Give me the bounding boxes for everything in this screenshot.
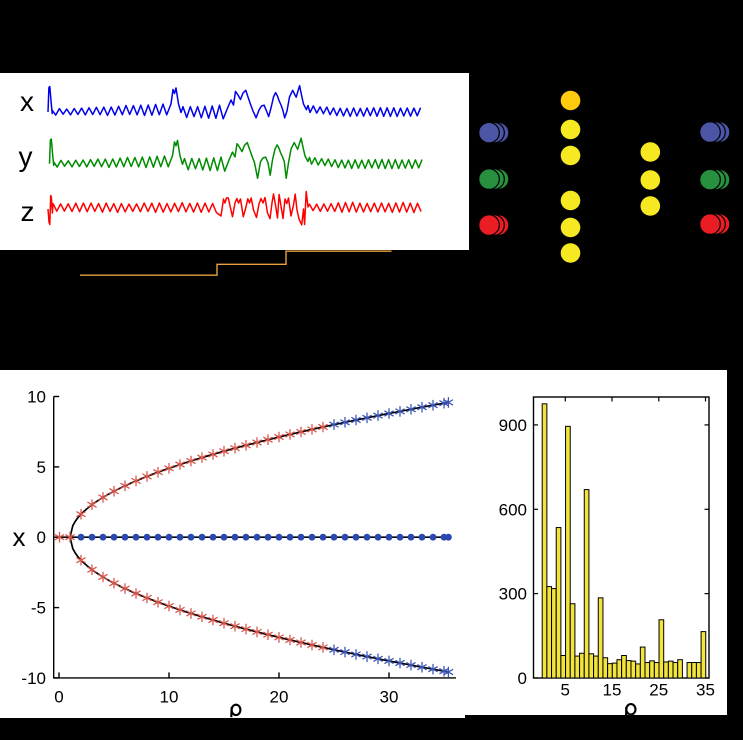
svg-text:0: 0 bbox=[518, 669, 527, 688]
svg-text:z: z bbox=[21, 196, 35, 227]
svg-text:-10: -10 bbox=[21, 669, 46, 688]
svg-text:0: 0 bbox=[54, 688, 63, 707]
svg-text:30: 30 bbox=[380, 688, 399, 707]
svg-text:900: 900 bbox=[499, 416, 527, 435]
svg-text:-5: -5 bbox=[31, 599, 46, 618]
svg-text:5: 5 bbox=[561, 681, 570, 700]
svg-text:300: 300 bbox=[499, 585, 527, 604]
svg-text:25: 25 bbox=[649, 681, 668, 700]
svg-text:0: 0 bbox=[37, 528, 46, 547]
svg-text:x: x bbox=[20, 86, 34, 117]
svg-text:35: 35 bbox=[696, 681, 715, 700]
svg-text:10: 10 bbox=[160, 688, 179, 707]
svg-text:20: 20 bbox=[270, 688, 289, 707]
svg-text:15: 15 bbox=[603, 681, 622, 700]
svg-text:10: 10 bbox=[27, 388, 46, 407]
svg-text:x: x bbox=[13, 522, 26, 552]
svg-text:5: 5 bbox=[37, 458, 46, 477]
svg-text:y: y bbox=[19, 141, 33, 172]
svg-text:600: 600 bbox=[499, 500, 527, 519]
